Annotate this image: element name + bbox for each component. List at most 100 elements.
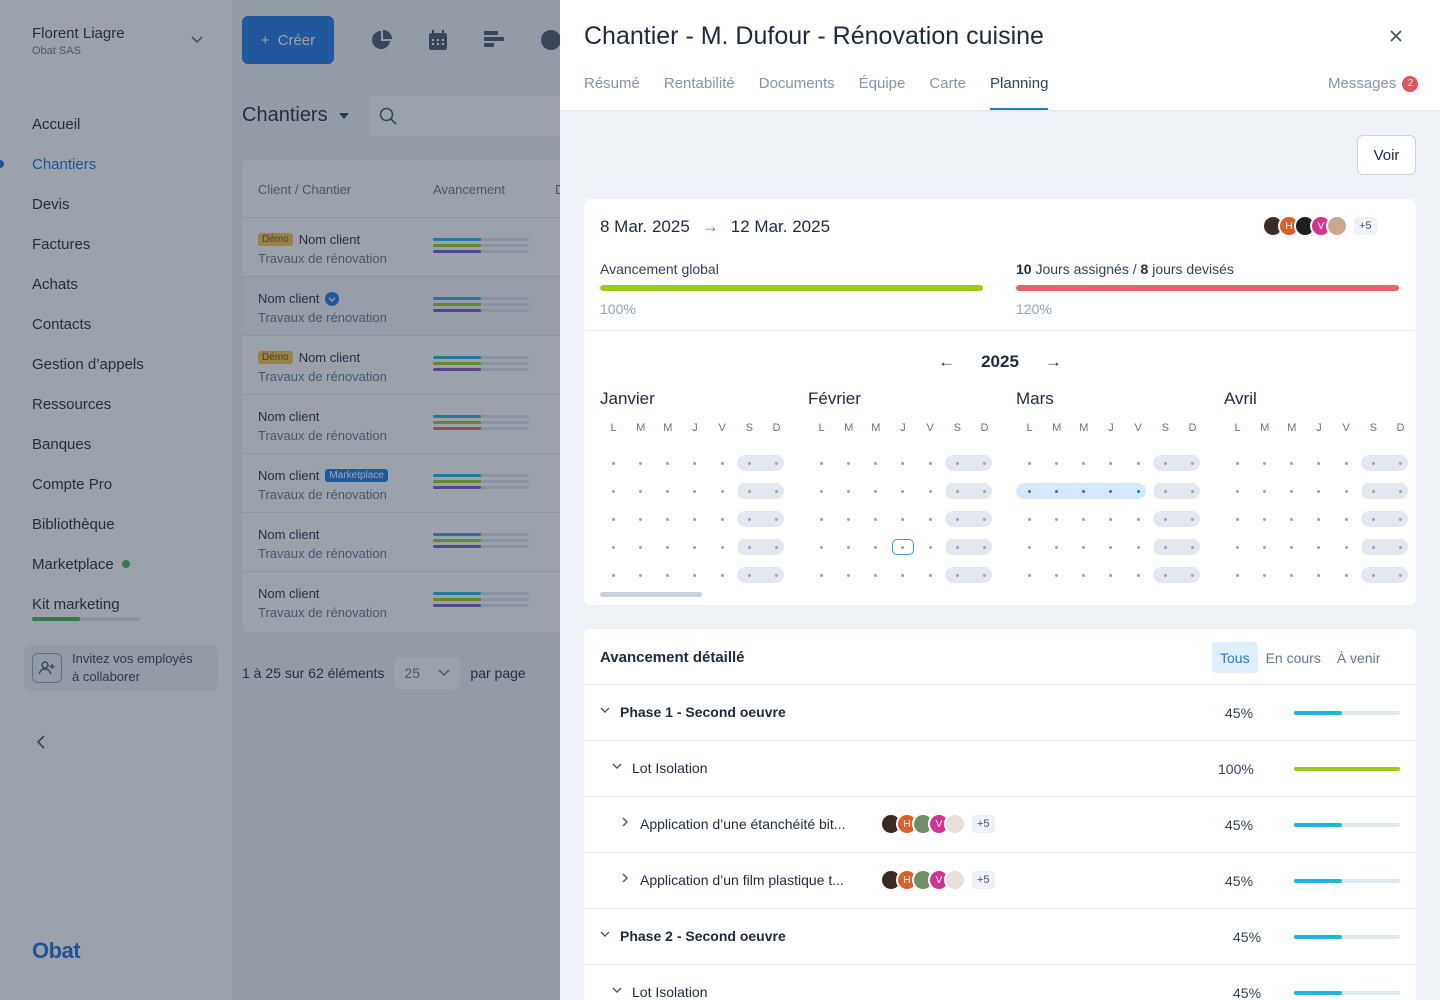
calendar-day[interactable] xyxy=(1278,483,1305,499)
sidebar-item-contacts[interactable]: Contacts xyxy=(32,304,144,344)
calendar-day[interactable] xyxy=(944,539,971,555)
calendar-day[interactable] xyxy=(835,483,862,499)
task-avatars[interactable]: H V +5 xyxy=(880,869,995,891)
calendar-day[interactable] xyxy=(1152,539,1179,555)
tab-resume[interactable]: Résumé xyxy=(584,75,640,92)
calendar-day[interactable] xyxy=(1278,511,1305,527)
calendar-day[interactable] xyxy=(1278,567,1305,583)
calendar-day[interactable] xyxy=(736,511,763,527)
calendar-day[interactable] xyxy=(889,455,916,471)
task-row[interactable]: Phase 1 - Second oeuvre 45% xyxy=(584,685,1416,741)
calendar-day[interactable] xyxy=(709,455,736,471)
calendar-day[interactable] xyxy=(736,455,763,471)
calendar-day[interactable] xyxy=(944,567,971,583)
calendar-day[interactable] xyxy=(763,511,790,527)
per-page-select[interactable]: 25 xyxy=(394,657,461,689)
calendar-day[interactable] xyxy=(1016,455,1043,471)
calendar-day[interactable] xyxy=(1360,483,1387,499)
calendar-day[interactable] xyxy=(862,539,889,555)
calendar-day[interactable] xyxy=(709,567,736,583)
calendar-day[interactable] xyxy=(917,483,944,499)
calendar-day[interactable] xyxy=(1016,483,1043,499)
calendar-day[interactable] xyxy=(1043,567,1070,583)
calendar-day[interactable] xyxy=(1305,455,1332,471)
calendar-day[interactable] xyxy=(862,455,889,471)
calendar-day[interactable] xyxy=(600,455,627,471)
calendar-day[interactable] xyxy=(709,511,736,527)
calendar-day[interactable] xyxy=(808,539,835,555)
calendar-day[interactable] xyxy=(1387,539,1414,555)
filter-en-cours[interactable]: En cours xyxy=(1265,649,1321,666)
tab-messages[interactable]: Messages 2 xyxy=(1328,75,1419,92)
calendar-day[interactable] xyxy=(1305,567,1332,583)
arrow-left-icon[interactable]: ← xyxy=(938,352,956,371)
chevron-right-icon[interactable] xyxy=(620,873,630,883)
table-row[interactable]: Démo Nom client Travaux de rénovation xyxy=(242,335,572,394)
calendar-day[interactable] xyxy=(1152,455,1179,471)
calendar-day[interactable] xyxy=(1125,567,1152,583)
calendar-day[interactable] xyxy=(1179,455,1206,471)
sidebar-item-kit-marketing[interactable]: Kit marketing xyxy=(32,584,144,624)
calendar-day[interactable] xyxy=(1251,455,1278,471)
calendar-day[interactable] xyxy=(1224,539,1251,555)
col-header-client[interactable]: Client / Chantier xyxy=(258,182,352,197)
calendar-day[interactable] xyxy=(1333,483,1360,499)
calendar-day[interactable] xyxy=(1152,483,1179,499)
calendar-day[interactable] xyxy=(1016,539,1043,555)
sidebar-item-compte-pro[interactable]: Compte Pro xyxy=(32,464,144,504)
calendar-day[interactable] xyxy=(808,455,835,471)
tab-planning[interactable]: Planning xyxy=(990,75,1049,111)
calendar-day[interactable] xyxy=(654,455,681,471)
chevron-down-icon[interactable] xyxy=(190,32,204,46)
calendar-day[interactable] xyxy=(835,455,862,471)
calendar-day[interactable] xyxy=(1070,483,1097,499)
calendar-day[interactable] xyxy=(681,483,708,499)
collapse-sidebar-icon[interactable] xyxy=(34,734,48,750)
calendar-day[interactable] xyxy=(654,483,681,499)
calendar-day[interactable] xyxy=(808,567,835,583)
task-row[interactable]: Phase 2 - Second oeuvre 45% xyxy=(584,909,1416,965)
calendar-day[interactable] xyxy=(1278,539,1305,555)
calendar-day[interactable] xyxy=(1097,455,1124,471)
calendar-day[interactable] xyxy=(1179,483,1206,499)
invite-employees-button[interactable]: Invitez vos employés à collaborer xyxy=(24,645,218,691)
calendar-day[interactable] xyxy=(681,511,708,527)
calendar-day[interactable] xyxy=(1043,455,1070,471)
calendar-day[interactable] xyxy=(681,455,708,471)
calendar-day[interactable] xyxy=(763,483,790,499)
calendar-day[interactable] xyxy=(1125,455,1152,471)
calendar-day[interactable] xyxy=(1070,567,1097,583)
sidebar-item-chantiers[interactable]: Chantiers xyxy=(0,144,144,184)
table-row[interactable]: Nom client Travaux de rénovation xyxy=(242,276,572,335)
calendar-day[interactable] xyxy=(1333,511,1360,527)
section-title[interactable]: Chantiers xyxy=(242,104,350,127)
calendar-day[interactable] xyxy=(1251,567,1278,583)
calendar-day[interactable] xyxy=(889,511,916,527)
calendar-day[interactable] xyxy=(917,511,944,527)
calendar-day[interactable] xyxy=(1016,567,1043,583)
arrow-right-icon[interactable]: → xyxy=(1044,352,1062,371)
team-avatars[interactable]: H V +5 xyxy=(1262,215,1377,237)
task-row[interactable]: Lot Isolation 100% xyxy=(584,741,1416,797)
sidebar-item-bibliotheque[interactable]: Bibliothèque xyxy=(32,504,144,544)
table-row[interactable]: Démo Nom client Travaux de rénovation xyxy=(242,217,572,276)
close-icon[interactable] xyxy=(1388,28,1404,44)
calendar-day[interactable] xyxy=(862,483,889,499)
calendar-icon[interactable] xyxy=(428,29,448,51)
calendar-day[interactable] xyxy=(835,539,862,555)
create-button[interactable]: + Créer xyxy=(242,16,334,64)
calendar-day[interactable] xyxy=(654,539,681,555)
table-row[interactable]: Nom client Travaux de rénovation xyxy=(242,571,572,630)
sidebar-item-factures[interactable]: Factures xyxy=(32,224,144,264)
calendar-day[interactable] xyxy=(1251,511,1278,527)
calendar-day[interactable] xyxy=(600,539,627,555)
calendar-day[interactable] xyxy=(1224,455,1251,471)
chevron-down-icon[interactable] xyxy=(612,985,622,995)
tab-rentabilite[interactable]: Rentabilité xyxy=(663,75,735,92)
calendar-day[interactable] xyxy=(889,539,916,555)
calendar-day[interactable] xyxy=(1179,567,1206,583)
tab-equipe[interactable]: Équipe xyxy=(858,75,906,92)
task-avatars[interactable]: H V +5 xyxy=(880,813,995,835)
chevron-right-icon[interactable] xyxy=(620,817,630,827)
calendar-day[interactable] xyxy=(1070,539,1097,555)
